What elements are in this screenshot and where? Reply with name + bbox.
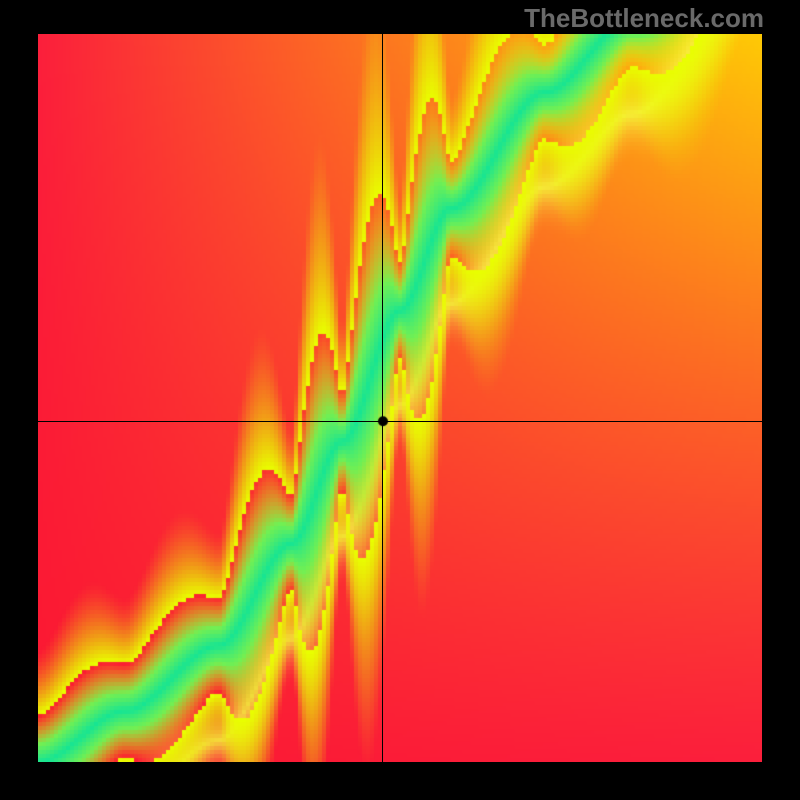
heatmap-plot [38, 34, 762, 762]
heatmap-canvas [38, 34, 762, 762]
outer-frame: TheBottleneck.com [0, 0, 800, 800]
watermark-text: TheBottleneck.com [524, 3, 764, 34]
